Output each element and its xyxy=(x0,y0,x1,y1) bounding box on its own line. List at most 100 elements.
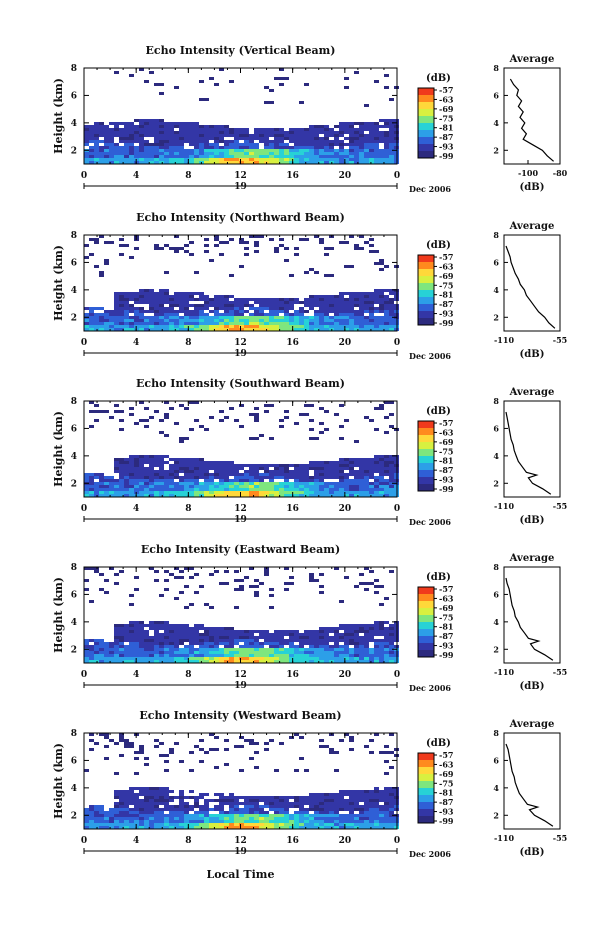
heatmap-cell xyxy=(234,648,239,651)
heatmap-cell xyxy=(379,464,384,467)
heatmap-cell xyxy=(139,657,144,660)
heatmap-cell xyxy=(349,137,354,140)
heatmap-cell xyxy=(94,491,99,494)
heatmap-cell xyxy=(264,805,269,808)
heatmap-cell xyxy=(234,639,239,642)
heatmap-cell xyxy=(349,134,354,137)
heatmap-cell xyxy=(119,155,124,158)
heatmap-cell xyxy=(154,799,159,802)
heatmap-cell xyxy=(339,155,344,158)
heatmap-cell xyxy=(364,636,369,639)
heatmap-cell xyxy=(169,298,174,301)
y-tick-label: 2 xyxy=(71,645,77,655)
heatmap-cell xyxy=(389,322,394,325)
heatmap-cell xyxy=(344,733,349,736)
colorbar-unit: (dB) xyxy=(426,73,451,84)
heatmap-cell xyxy=(294,820,299,823)
heatmap-cell xyxy=(214,301,219,304)
heatmap-cell xyxy=(324,307,329,310)
heatmap-cell xyxy=(389,119,394,122)
heatmap-cell xyxy=(254,814,259,817)
heatmap-cell xyxy=(299,131,304,134)
heatmap-cell xyxy=(139,654,144,657)
heatmap-cell xyxy=(289,313,294,316)
day-label: 19 xyxy=(234,182,247,192)
heatmap-cell xyxy=(129,292,134,295)
heatmap-cell xyxy=(109,137,114,140)
heatmap-cell xyxy=(99,733,104,736)
heatmap-cell xyxy=(139,751,144,754)
x-tick-label: 16 xyxy=(286,171,299,181)
heatmap-cell xyxy=(384,772,389,775)
heatmap-cell xyxy=(134,820,139,823)
heatmap-cell xyxy=(159,467,164,470)
heatmap-cell xyxy=(319,585,324,588)
heatmap-cell xyxy=(244,146,249,149)
heatmap-cell xyxy=(304,152,309,155)
heatmap-cell xyxy=(309,298,314,301)
heatmap-cell xyxy=(329,808,334,811)
heatmap-cell xyxy=(249,585,254,588)
heatmap-cell xyxy=(219,307,224,310)
heatmap-cell xyxy=(209,823,214,826)
heatmap-cell xyxy=(339,657,344,660)
heatmap-cell xyxy=(199,654,204,657)
heatmap-cell xyxy=(139,161,144,164)
heatmap-cell xyxy=(199,128,204,131)
heatmap-cell xyxy=(349,793,354,796)
heatmap-cell xyxy=(334,826,339,829)
heatmap-cell xyxy=(389,464,394,467)
heatmap-cell xyxy=(389,494,394,497)
heatmap-cell xyxy=(114,636,119,639)
heatmap-cell xyxy=(189,458,194,461)
heatmap-cell xyxy=(334,304,339,307)
heatmap-cell xyxy=(339,799,344,802)
heatmap-cell xyxy=(249,757,254,760)
heatmap-cell xyxy=(114,322,119,325)
heatmap-cell xyxy=(214,161,219,164)
heatmap-cell xyxy=(264,570,269,573)
heatmap-cell xyxy=(179,128,184,131)
heatmap-cell xyxy=(159,328,164,331)
heatmap-cell xyxy=(259,660,264,663)
heatmap-cell xyxy=(174,125,179,128)
heatmap-cell xyxy=(364,104,369,107)
heatmap-cell xyxy=(214,570,219,573)
heatmap-cell xyxy=(119,820,124,823)
heatmap-cell xyxy=(264,742,269,745)
heatmap-cell xyxy=(289,814,294,817)
heatmap-cell xyxy=(379,479,384,482)
colorbar-tick-label: -63 xyxy=(439,261,454,271)
heatmap-cell xyxy=(214,328,219,331)
heatmap-cell xyxy=(179,633,184,636)
heatmap-cell xyxy=(94,657,99,660)
heatmap-cell xyxy=(184,633,189,636)
heatmap-cell xyxy=(249,155,254,158)
heatmap-cell xyxy=(304,470,309,473)
heatmap-cell xyxy=(199,748,204,751)
heatmap-cell xyxy=(134,476,139,479)
heatmap-cell xyxy=(344,488,349,491)
heatmap-cell xyxy=(359,122,364,125)
heatmap-cell xyxy=(184,244,189,247)
heatmap-cell xyxy=(369,301,374,304)
heatmap-cell xyxy=(164,488,169,491)
heatmap-cell xyxy=(204,660,209,663)
heatmap-cell xyxy=(209,645,214,648)
heatmap-cell xyxy=(154,143,159,146)
heatmap-cell xyxy=(144,473,149,476)
heatmap-cell xyxy=(279,158,284,161)
heatmap-cell xyxy=(94,131,99,134)
heatmap-cell xyxy=(159,817,164,820)
heatmap-cell xyxy=(119,137,124,140)
heatmap-cell xyxy=(389,455,394,458)
heatmap-cell xyxy=(249,802,254,805)
heatmap-cell xyxy=(324,155,329,158)
heatmap-cell xyxy=(324,161,329,164)
heatmap-cell xyxy=(384,627,389,630)
heatmap-cell xyxy=(99,820,104,823)
heatmap-cell xyxy=(384,265,389,268)
heatmap-cell xyxy=(99,648,104,651)
heatmap-cell xyxy=(279,494,284,497)
heatmap-cell xyxy=(314,143,319,146)
